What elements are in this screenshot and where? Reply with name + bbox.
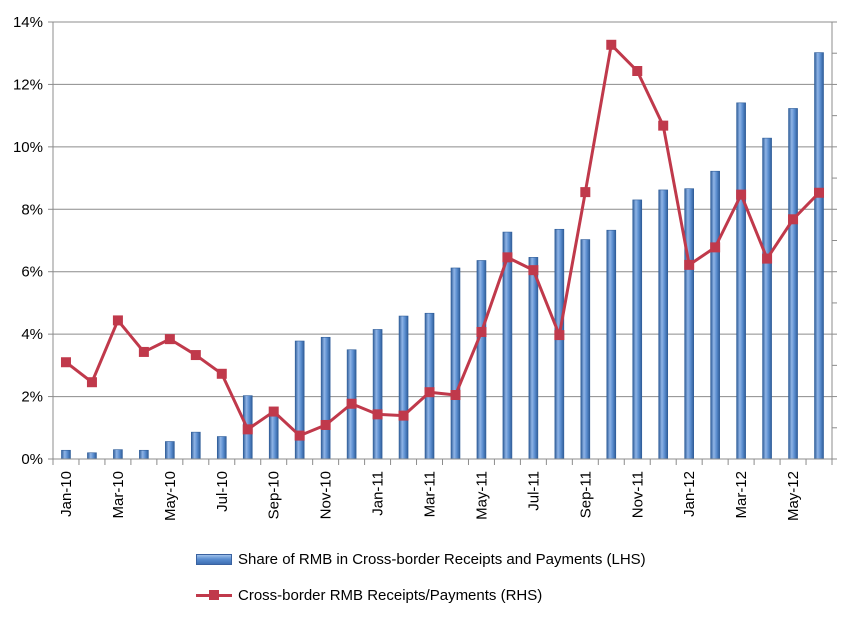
bar	[113, 449, 123, 460]
line-marker	[112, 315, 123, 326]
legend-item-bar-series: Share of RMB in Cross-border Receipts an…	[196, 548, 646, 570]
x-tick-label: May-10	[162, 471, 179, 521]
bar	[139, 449, 149, 460]
y-tick-label: 10%	[13, 139, 43, 156]
line-marker	[60, 357, 71, 368]
x-tick-label: May-11	[473, 471, 490, 520]
tick-labels: 0% 2% 4% 6% 8% 10% 12% 14% Jan-10 Mar-10 May-10 Jul…	[13, 14, 802, 521]
line-marker	[294, 430, 305, 441]
series-line	[65, 43, 821, 438]
bar	[580, 239, 591, 460]
x-tick-label: Jul-10	[214, 471, 231, 512]
x-tick-label: Sep-11	[577, 471, 594, 518]
legend-line-swatch	[196, 589, 232, 601]
line-marker	[424, 387, 435, 398]
bar	[788, 108, 798, 460]
x-tick-label: Mar-12	[733, 471, 750, 519]
line-marker	[86, 377, 97, 388]
bar	[165, 441, 175, 460]
bar	[268, 412, 279, 460]
line-marker	[502, 252, 513, 263]
x-tick-label: May-12	[785, 471, 802, 521]
legend-item-line-series: Cross-border RMB Receipts/Payments (RHS)	[196, 584, 646, 606]
y-tick-label: 12%	[13, 76, 43, 93]
x-tick-label: Jan-12	[681, 471, 698, 517]
line-marker	[632, 66, 643, 77]
legend-bar-label: Share of RMB in Cross-border Receipts an…	[238, 550, 646, 568]
x-tick-label: Mar-10	[110, 471, 127, 519]
bar	[87, 452, 97, 460]
line-marker	[736, 189, 747, 200]
bar	[528, 257, 539, 460]
bar	[450, 267, 461, 460]
line-marker	[268, 406, 279, 417]
legend-bar-swatch	[196, 553, 232, 565]
line-marker	[684, 259, 695, 270]
bar	[216, 436, 227, 460]
x-tick-label: Mar-11	[422, 471, 439, 517]
x-tick-label: Jul-11	[525, 471, 542, 511]
line-marker	[190, 350, 201, 361]
line-marker	[216, 368, 227, 379]
bar-series	[61, 52, 824, 460]
y-tick-label: 8%	[21, 201, 43, 218]
line-marker	[814, 187, 825, 198]
line-marker	[398, 410, 409, 421]
x-tick-label: Sep-10	[266, 471, 283, 519]
line-marker	[606, 39, 617, 50]
line-marker	[320, 419, 331, 430]
line-marker	[788, 214, 799, 225]
line-marker	[710, 242, 721, 253]
bar	[684, 188, 694, 460]
legend: Share of RMB in Cross-border Receipts an…	[196, 548, 646, 620]
x-tick-label: Nov-11	[629, 471, 646, 518]
bar	[476, 260, 487, 460]
bar	[554, 228, 565, 460]
bar	[294, 340, 305, 460]
x-tick-label: Jan-10	[58, 471, 75, 517]
x-tick-label: Jan-11	[370, 471, 387, 516]
bar	[762, 137, 772, 460]
line-marker	[580, 187, 591, 198]
bar	[814, 52, 824, 460]
line-marker	[372, 409, 383, 420]
line-marker	[138, 346, 149, 357]
line-marker	[476, 326, 487, 337]
bar	[372, 329, 383, 460]
line-marker	[164, 334, 175, 345]
bar	[320, 336, 331, 460]
y-tick-label: 14%	[13, 14, 43, 31]
y-tick-label: 6%	[21, 264, 43, 281]
bar	[710, 170, 720, 460]
legend-line-label: Cross-border RMB Receipts/Payments (RHS)	[238, 586, 543, 604]
line-marker	[450, 390, 461, 401]
y-tick-label: 0%	[21, 451, 43, 468]
bar	[606, 229, 617, 460]
y-tick-label: 2%	[21, 389, 43, 406]
bar	[658, 189, 669, 460]
bar	[632, 199, 643, 460]
y-tick-label: 4%	[21, 326, 43, 343]
bar	[191, 431, 201, 460]
line-marker	[242, 424, 253, 435]
chart-plot: 0% 2% 4% 6% 8% 10% 12% 14% Jan-10 Mar-10 May-10 Jul…	[13, 14, 837, 521]
x-tick-label: Nov-10	[318, 471, 335, 519]
line-marker	[658, 120, 669, 131]
line-marker	[554, 330, 565, 341]
line-marker	[528, 265, 539, 276]
bar	[736, 102, 746, 460]
gridlines	[53, 21, 832, 398]
bar	[61, 449, 71, 460]
bar	[398, 315, 409, 460]
bar	[424, 312, 435, 460]
line-series	[60, 39, 825, 441]
line-marker	[346, 398, 357, 409]
axes	[48, 21, 837, 465]
line-marker	[762, 253, 773, 264]
